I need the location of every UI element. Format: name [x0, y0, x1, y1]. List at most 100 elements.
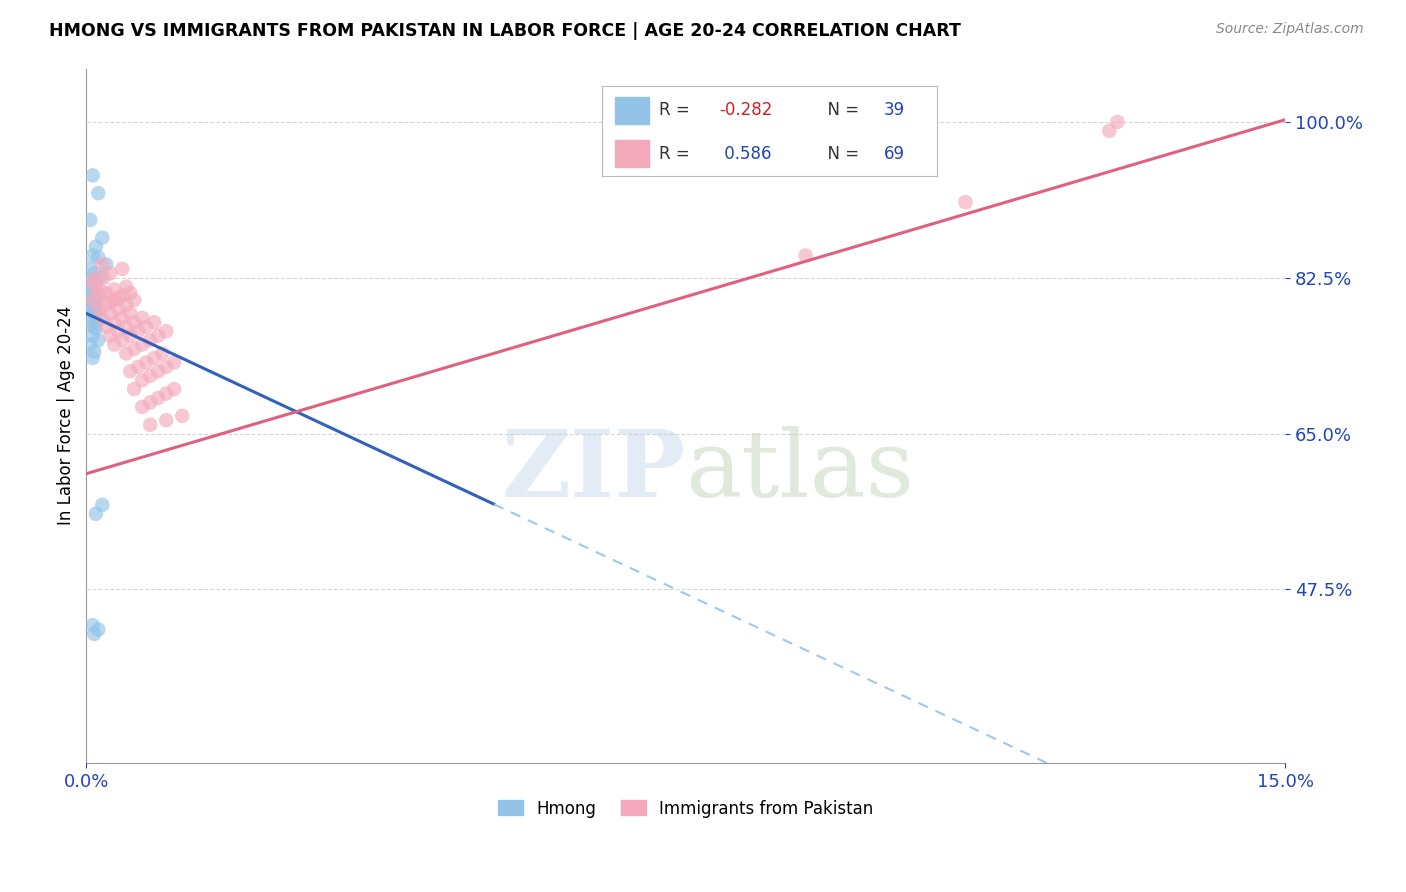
Point — [79, 261, 101, 276]
Point — [135, 319, 157, 334]
Point — [84, 275, 107, 289]
Point — [1098, 124, 1121, 138]
Text: HMONG VS IMMIGRANTS FROM PAKISTAN IN LABOR FORCE | AGE 20-24 CORRELATION CHART: HMONG VS IMMIGRANTS FROM PAKISTAN IN LAB… — [49, 22, 962, 40]
Point — [84, 270, 107, 285]
Point — [103, 337, 125, 351]
Point — [79, 337, 101, 351]
Point — [107, 291, 129, 305]
Point — [96, 285, 118, 300]
Point — [83, 306, 105, 320]
Point — [98, 306, 121, 320]
Point — [103, 293, 125, 307]
Point — [120, 285, 142, 300]
Point — [131, 310, 153, 325]
Point — [111, 261, 134, 276]
Point — [163, 382, 186, 396]
Point — [139, 333, 162, 347]
Point — [172, 409, 194, 423]
Point — [107, 301, 129, 316]
Point — [87, 333, 110, 347]
Point — [87, 301, 110, 316]
Point — [148, 391, 170, 405]
Point — [91, 231, 114, 245]
Point — [98, 266, 121, 280]
Point — [82, 328, 104, 343]
Point — [96, 297, 118, 311]
Point — [98, 294, 121, 309]
Point — [84, 321, 107, 335]
Point — [82, 351, 104, 365]
Point — [84, 239, 107, 253]
Point — [83, 284, 105, 298]
Point — [155, 324, 177, 338]
Point — [139, 368, 162, 383]
Point — [122, 342, 145, 356]
Point — [84, 315, 107, 329]
Point — [107, 324, 129, 338]
Point — [127, 324, 149, 338]
Point — [96, 319, 118, 334]
Point — [91, 257, 114, 271]
Point — [82, 275, 104, 289]
Point — [87, 288, 110, 302]
Point — [79, 318, 101, 332]
Point — [115, 319, 138, 334]
Point — [83, 319, 105, 334]
Point — [120, 328, 142, 343]
Point — [84, 297, 107, 311]
Point — [90, 270, 112, 285]
Text: atlas: atlas — [686, 426, 915, 516]
Point — [103, 282, 125, 296]
Point — [84, 507, 107, 521]
Point — [148, 328, 170, 343]
Y-axis label: In Labor Force | Age 20-24: In Labor Force | Age 20-24 — [58, 306, 75, 525]
Point — [87, 288, 110, 302]
Point — [82, 293, 104, 307]
Point — [82, 301, 104, 316]
Point — [131, 400, 153, 414]
Text: ZIP: ZIP — [502, 426, 686, 516]
Point — [98, 328, 121, 343]
Point — [111, 310, 134, 325]
Point — [122, 315, 145, 329]
Point — [127, 359, 149, 374]
Point — [83, 294, 105, 309]
Point — [148, 364, 170, 378]
Point — [87, 623, 110, 637]
Point — [122, 293, 145, 307]
Point — [155, 413, 177, 427]
Point — [131, 373, 153, 387]
Point — [82, 285, 104, 300]
Point — [115, 297, 138, 311]
Point — [111, 288, 134, 302]
Point — [84, 279, 107, 293]
Point — [139, 395, 162, 409]
Point — [91, 498, 114, 512]
Point — [135, 355, 157, 369]
Point — [1107, 115, 1129, 129]
Point — [163, 355, 186, 369]
Point — [103, 315, 125, 329]
Point — [79, 293, 101, 307]
Point — [83, 344, 105, 359]
Point — [87, 186, 110, 201]
Point — [82, 310, 104, 325]
Point — [83, 266, 105, 280]
Point — [955, 195, 977, 210]
Point — [90, 284, 112, 298]
Point — [122, 382, 145, 396]
Point — [150, 346, 173, 360]
Point — [139, 417, 162, 432]
Point — [131, 337, 153, 351]
Point — [115, 279, 138, 293]
Point — [79, 279, 101, 293]
Point — [82, 248, 104, 262]
Point — [79, 213, 101, 227]
Point — [143, 351, 166, 365]
Point — [96, 257, 118, 271]
Point — [79, 304, 101, 318]
Point — [83, 627, 105, 641]
Point — [82, 169, 104, 183]
Point — [93, 270, 115, 285]
Point — [91, 310, 114, 325]
